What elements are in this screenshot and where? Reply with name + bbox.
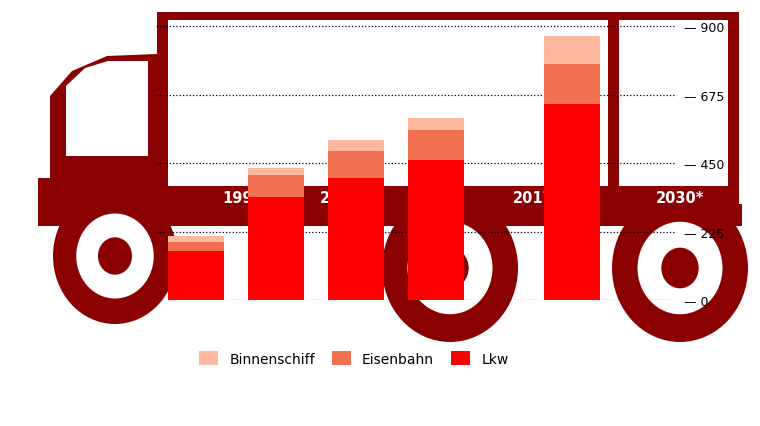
Bar bbox=[248, 176, 304, 197]
Ellipse shape bbox=[382, 195, 518, 342]
Ellipse shape bbox=[612, 195, 748, 342]
Ellipse shape bbox=[407, 222, 492, 314]
FancyBboxPatch shape bbox=[728, 21, 739, 187]
Bar bbox=[328, 179, 384, 300]
FancyBboxPatch shape bbox=[50, 187, 739, 208]
Ellipse shape bbox=[638, 222, 723, 314]
Text: 2030*: 2030* bbox=[656, 191, 705, 206]
Bar bbox=[328, 152, 384, 179]
Ellipse shape bbox=[432, 248, 469, 289]
Bar bbox=[544, 105, 600, 300]
Bar bbox=[168, 236, 224, 242]
Ellipse shape bbox=[53, 189, 177, 324]
Legend: Binnenschiff, Eisenbahn, Lkw: Binnenschiff, Eisenbahn, Lkw bbox=[193, 346, 514, 371]
Text: 1990: 1990 bbox=[223, 191, 264, 206]
FancyBboxPatch shape bbox=[608, 21, 619, 187]
Bar bbox=[408, 118, 464, 130]
Bar bbox=[408, 130, 464, 161]
Bar bbox=[328, 141, 384, 152]
Text: 2017: 2017 bbox=[513, 191, 553, 206]
Bar bbox=[408, 161, 464, 300]
Bar bbox=[544, 65, 600, 105]
Polygon shape bbox=[66, 62, 148, 157]
Text: 2000: 2000 bbox=[319, 191, 360, 206]
FancyBboxPatch shape bbox=[157, 21, 168, 187]
Bar bbox=[168, 242, 224, 251]
Bar bbox=[544, 37, 600, 65]
FancyBboxPatch shape bbox=[157, 13, 739, 21]
Polygon shape bbox=[38, 178, 50, 208]
Bar bbox=[248, 168, 304, 176]
Ellipse shape bbox=[98, 238, 132, 275]
Bar bbox=[168, 251, 224, 300]
Text: 2010: 2010 bbox=[416, 191, 458, 206]
Bar bbox=[248, 197, 304, 300]
FancyBboxPatch shape bbox=[616, 187, 706, 211]
Ellipse shape bbox=[661, 248, 698, 289]
Ellipse shape bbox=[76, 214, 154, 299]
FancyBboxPatch shape bbox=[38, 204, 742, 227]
Polygon shape bbox=[50, 55, 157, 208]
